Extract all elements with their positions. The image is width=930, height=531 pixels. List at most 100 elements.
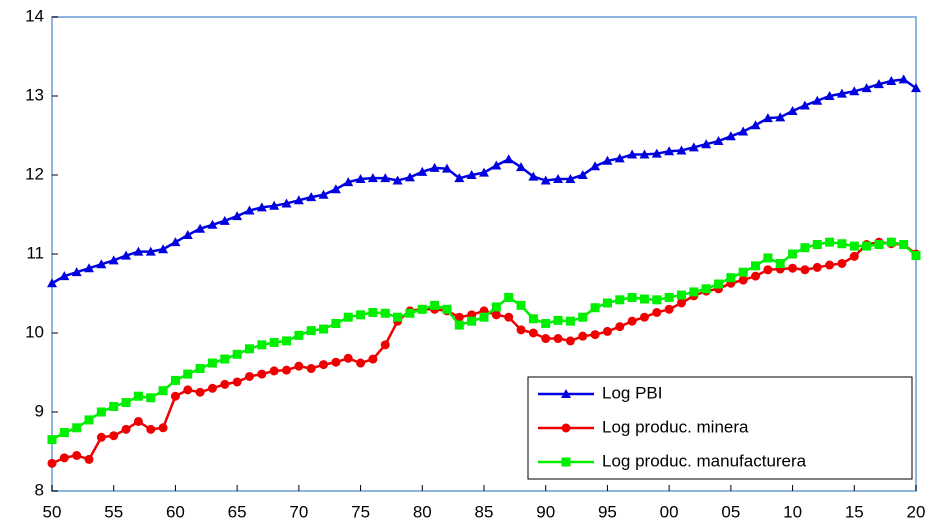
y-tick-label: 11	[26, 243, 44, 262]
marker	[47, 278, 57, 288]
marker	[553, 334, 563, 344]
marker	[207, 358, 217, 368]
marker	[825, 237, 835, 247]
marker	[244, 344, 254, 354]
marker	[405, 308, 415, 318]
marker	[293, 195, 304, 205]
marker	[319, 360, 329, 370]
marker	[146, 393, 156, 403]
marker	[170, 237, 181, 247]
marker	[195, 223, 206, 233]
marker	[343, 177, 354, 187]
marker	[701, 139, 712, 149]
marker	[183, 385, 193, 395]
marker	[380, 340, 390, 350]
marker	[565, 336, 575, 346]
x-tick-label: 55	[104, 502, 123, 521]
marker	[701, 284, 711, 294]
marker	[294, 330, 304, 340]
marker	[873, 79, 884, 89]
marker	[614, 153, 625, 163]
marker	[812, 240, 822, 250]
marker	[72, 423, 82, 433]
marker	[627, 316, 637, 326]
marker	[664, 292, 674, 302]
marker	[306, 192, 317, 202]
marker	[59, 271, 70, 281]
marker	[244, 205, 255, 215]
marker	[602, 155, 613, 165]
marker	[577, 170, 588, 179]
x-tick-label: 15	[845, 502, 864, 521]
marker	[615, 322, 625, 332]
marker	[861, 83, 872, 93]
marker	[504, 312, 514, 322]
marker	[244, 371, 254, 381]
marker	[232, 349, 242, 359]
marker	[763, 253, 773, 263]
marker	[911, 251, 921, 261]
marker	[837, 239, 847, 249]
marker	[491, 302, 501, 312]
marker	[256, 202, 267, 212]
marker	[886, 237, 896, 247]
marker	[491, 160, 502, 170]
x-tick-label: 00	[660, 502, 679, 521]
marker	[269, 200, 280, 210]
marker	[911, 83, 921, 93]
marker	[367, 173, 378, 183]
marker	[602, 298, 612, 308]
x-tick-label: 80	[413, 502, 432, 521]
marker	[121, 250, 132, 260]
marker	[874, 240, 884, 250]
marker	[466, 170, 477, 179]
marker	[47, 435, 57, 445]
marker	[553, 173, 564, 183]
marker	[738, 126, 749, 136]
marker	[627, 292, 637, 302]
marker	[318, 189, 329, 199]
marker	[146, 424, 156, 434]
marker	[516, 162, 527, 172]
marker	[393, 312, 403, 322]
marker	[121, 398, 131, 408]
marker	[836, 88, 847, 98]
marker	[528, 314, 538, 324]
marker	[170, 375, 180, 385]
marker	[479, 312, 489, 322]
marker	[714, 279, 724, 289]
marker	[108, 255, 119, 265]
marker	[652, 295, 662, 305]
marker	[726, 273, 736, 283]
legend: Log PBI Log produc. minera Log produc. man…	[527, 376, 913, 480]
marker	[540, 175, 551, 185]
x-tick-label: 60	[166, 502, 185, 521]
marker	[738, 267, 748, 277]
marker	[899, 240, 909, 250]
marker	[133, 416, 143, 426]
marker	[825, 260, 835, 270]
marker	[330, 184, 341, 194]
marker	[430, 300, 440, 310]
x-tick-label: 90	[536, 502, 555, 521]
marker	[516, 325, 526, 335]
marker	[561, 389, 571, 398]
marker	[59, 453, 69, 463]
marker	[590, 330, 600, 340]
marker	[639, 294, 649, 304]
marker	[220, 354, 230, 364]
marker	[96, 259, 107, 269]
legend-label: Log produc. minera	[602, 417, 749, 436]
marker	[319, 324, 329, 334]
marker	[442, 304, 452, 314]
marker	[565, 316, 575, 326]
marker	[417, 304, 427, 314]
marker	[121, 424, 131, 434]
marker	[380, 308, 390, 318]
marker	[195, 364, 205, 374]
marker	[751, 271, 761, 281]
marker	[417, 166, 428, 176]
x-tick-label: 95	[598, 502, 617, 521]
x-tick-label: 75	[351, 502, 370, 521]
